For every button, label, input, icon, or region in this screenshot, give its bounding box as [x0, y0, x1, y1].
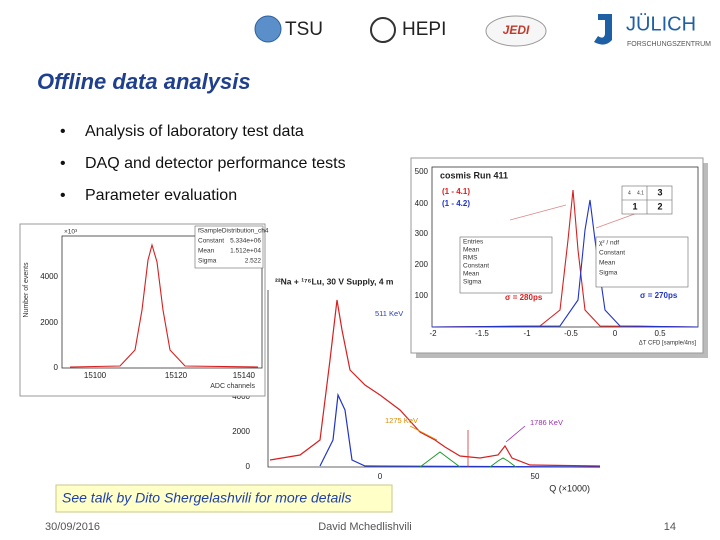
grid-cell: 4.1	[637, 190, 644, 196]
y-tick-label: 300	[415, 229, 429, 238]
stats-value: 5.334e+06	[230, 238, 261, 245]
stats-label: Mean	[198, 248, 215, 255]
stats-value: 2.522	[245, 258, 262, 265]
logo-text: HEPI	[402, 19, 446, 40]
grid-cell: 2	[657, 201, 662, 211]
hepi-emblem	[370, 17, 396, 43]
stats-label: Constant	[463, 263, 489, 270]
y-tick-label: 4000	[232, 392, 250, 401]
page-number: 14	[664, 521, 676, 533]
y-tick-label: 500	[415, 167, 429, 176]
distribution-curve	[69, 242, 259, 368]
sigma-label: σ = 280ps	[505, 293, 543, 302]
annotation-arrow	[409, 425, 438, 441]
stats-label: Mean	[463, 271, 480, 278]
stats-box	[459, 236, 553, 294]
note-text: See talk by Dito Shergelashvili for more…	[62, 490, 351, 506]
legend-entry: (1 - 4.1)	[442, 187, 470, 196]
y-tick-label: 0	[246, 462, 251, 471]
stats-box	[194, 225, 264, 269]
bullet-text: DAQ and detector performance tests	[85, 155, 346, 172]
plot-frame	[431, 166, 699, 328]
grid-cell: 4	[628, 190, 631, 196]
grid-cell: 1	[632, 201, 637, 211]
annotation: 1786 KeV	[530, 418, 563, 427]
bullet-text: Analysis of laboratory test data	[85, 123, 304, 140]
note-box	[55, 484, 393, 513]
stats-label: Mean	[463, 247, 480, 254]
y-tick-label: 0	[54, 363, 59, 372]
tsu-emblem	[254, 15, 282, 43]
x-tick-label: -1	[523, 329, 531, 338]
x-axis-label: Q (×1000)	[549, 483, 590, 493]
y-tick-label: 200	[415, 260, 429, 269]
stats-label: Entries	[463, 239, 484, 246]
y-tick-label: 100	[415, 291, 429, 300]
x-tick-label: 0	[613, 329, 618, 338]
adc-figure: ×10³ Number of events 4000 2000 0 15100 …	[19, 223, 269, 397]
x-tick-label: 50	[531, 472, 540, 481]
stats-value: 1.512e+04	[230, 248, 261, 255]
x-tick-label: -1.5	[475, 329, 489, 338]
jedi-emblem	[485, 15, 547, 47]
y-tick-label: 2000	[40, 318, 58, 327]
bullet: •	[60, 155, 66, 172]
logo-text: FORSCHUNGSZENTRUM	[627, 41, 711, 48]
axis-exponent: ×10³	[64, 229, 78, 236]
footer: 30/09/2016 David Mchedlishvili 14	[45, 521, 676, 533]
x-tick-label: 15140	[233, 371, 256, 380]
fit-label: Sigma	[599, 270, 618, 277]
y-tick-label: 2000	[232, 427, 250, 436]
fit-label: Constant	[599, 250, 625, 257]
stats-label: Sigma	[198, 258, 217, 265]
annotation: 1275 KeV	[385, 416, 418, 425]
annotation-arrow	[505, 425, 526, 443]
pointer	[509, 204, 641, 229]
x-tick-label: 15120	[165, 371, 188, 380]
bullet-list: • Analysis of laboratory test data • DAQ…	[60, 123, 346, 204]
plot-frame	[61, 235, 263, 369]
stats-label: Sigma	[463, 279, 482, 286]
y-tick-label: 4000	[40, 272, 58, 281]
bullet: •	[60, 187, 66, 204]
spectrum-curve	[269, 299, 601, 467]
figure-title: ²²Na + ¹⁷⁶Lu, 30 V Supply, 4 m	[275, 276, 394, 286]
grid-cell: 3	[657, 187, 662, 197]
fit-label: Mean	[599, 260, 616, 267]
footer-date: 30/09/2016	[45, 521, 100, 533]
x-tick-label: 0.5	[654, 329, 666, 338]
x-tick-label: -0.5	[564, 329, 578, 338]
legend-entry: (1 - 4.2)	[442, 199, 470, 208]
sigma-label: σ = 270ps	[640, 291, 678, 300]
annotation: 511 KeV	[375, 309, 403, 318]
stats-title: fSampleDistribution_ch4	[198, 228, 269, 235]
logo-text: JEDI	[503, 23, 530, 37]
stats-box	[595, 236, 689, 288]
bullet: •	[60, 123, 66, 140]
footer-author: David Mchedlishvili	[318, 521, 412, 533]
x-tick-label: -2	[429, 329, 437, 338]
timing-curve	[431, 189, 699, 328]
x-tick-label: 0	[378, 472, 383, 481]
header: TSU HEPI JEDI JÜLICH FORSCHUNGSZENTRUM	[254, 13, 711, 48]
fit-label: χ² / ndf	[599, 240, 619, 247]
julich-emblem	[594, 14, 612, 45]
x-tick-label: 15100	[84, 371, 107, 380]
timing-figure: cosmis Run 411 (1 - 4.1) (1 - 4.2) 500 4…	[410, 157, 708, 358]
stats-label: Constant	[198, 238, 224, 245]
bullet-text: Parameter evaluation	[85, 187, 237, 204]
y-tick-label: 400	[415, 199, 429, 208]
y-axis-label: Number of events	[23, 262, 30, 318]
slide-title: Offline data analysis	[37, 69, 251, 94]
spectrum-curve	[319, 392, 601, 468]
stats-label: RMS	[463, 255, 478, 262]
timing-curve	[431, 199, 699, 328]
x-axis-label: ΔT CFD [sample/4ns]	[639, 341, 697, 347]
x-axis-label: ADC channels	[210, 383, 255, 390]
logo-text: TSU	[285, 19, 323, 40]
spectrum-curve	[419, 451, 517, 468]
logo-text: JÜLICH	[626, 13, 696, 35]
figure-title: cosmis Run 411	[440, 170, 508, 180]
